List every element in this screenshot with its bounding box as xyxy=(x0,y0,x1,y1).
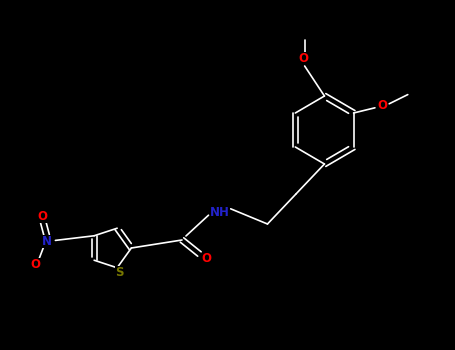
Text: NH: NH xyxy=(210,205,229,218)
Text: O: O xyxy=(38,210,48,223)
Text: O: O xyxy=(30,258,40,271)
Text: O: O xyxy=(299,52,309,65)
Text: O: O xyxy=(377,99,387,112)
Text: S: S xyxy=(115,266,123,279)
Text: N: N xyxy=(42,235,52,248)
Text: O: O xyxy=(202,252,212,265)
